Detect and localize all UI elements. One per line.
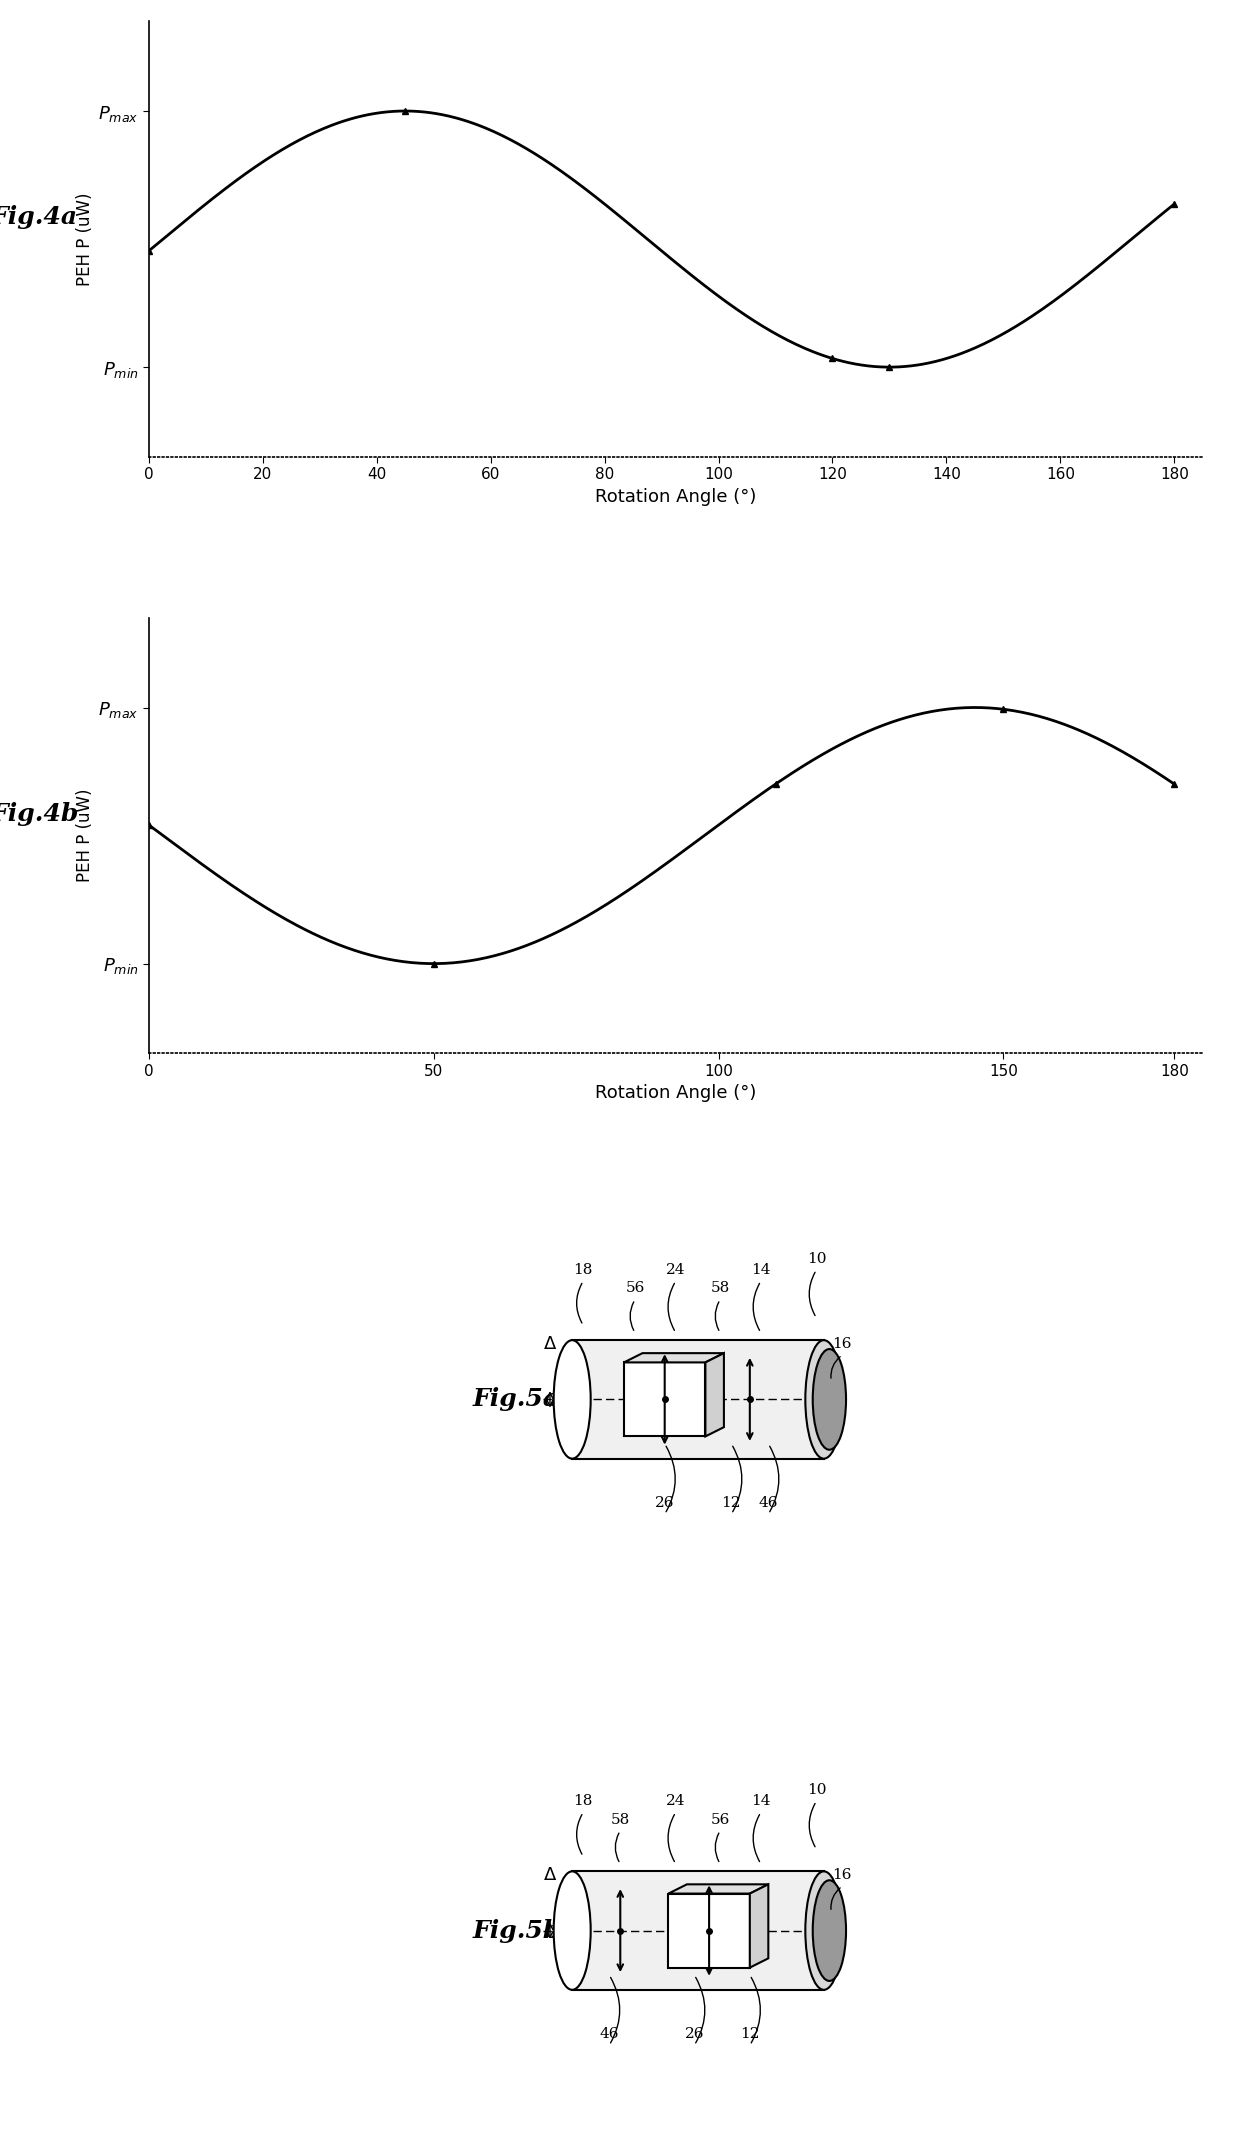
Text: 12: 12 [740, 2028, 760, 2041]
Text: 56: 56 [711, 1812, 730, 1827]
Ellipse shape [805, 1872, 842, 1990]
Text: 14: 14 [751, 1263, 771, 1278]
Bar [668, 1893, 750, 1968]
X-axis label: Rotation Angle (°): Rotation Angle (°) [595, 487, 756, 506]
Ellipse shape [805, 1340, 842, 1460]
Ellipse shape [554, 1340, 590, 1460]
Text: 14: 14 [751, 1795, 771, 1808]
Text: 12: 12 [722, 1496, 742, 1511]
Text: 46: 46 [599, 2028, 619, 2041]
Text: Fig.4b: Fig.4b [0, 801, 79, 825]
Text: 56: 56 [625, 1282, 645, 1295]
Text: 10: 10 [807, 1252, 826, 1265]
Text: Fig.5b: Fig.5b [472, 1919, 560, 1943]
Text: 24: 24 [666, 1263, 686, 1278]
Text: 58: 58 [610, 1812, 630, 1827]
Text: Fig.4a: Fig.4a [0, 205, 78, 229]
Text: $\Delta$: $\Delta$ [543, 1336, 557, 1353]
Polygon shape [706, 1353, 724, 1436]
Bar [572, 1340, 823, 1460]
Text: 46: 46 [759, 1496, 777, 1511]
Text: 58: 58 [711, 1282, 730, 1295]
Y-axis label: PEH P (uW): PEH P (uW) [76, 192, 94, 286]
Text: 18: 18 [574, 1795, 593, 1808]
Text: 16: 16 [832, 1868, 852, 1883]
Polygon shape [750, 1885, 769, 1968]
X-axis label: Rotation Angle (°): Rotation Angle (°) [595, 1083, 756, 1103]
Y-axis label: PEH P (uW): PEH P (uW) [76, 789, 94, 883]
Text: 26: 26 [684, 2028, 704, 2041]
Bar [624, 1363, 706, 1436]
Ellipse shape [812, 1348, 846, 1449]
Text: Fig.5a: Fig.5a [472, 1387, 559, 1410]
Ellipse shape [554, 1872, 590, 1990]
Text: 24: 24 [666, 1795, 686, 1808]
Text: 10: 10 [807, 1782, 826, 1797]
Ellipse shape [812, 1881, 846, 1981]
Polygon shape [668, 1885, 769, 1893]
Polygon shape [624, 1353, 724, 1363]
Text: 18: 18 [574, 1263, 593, 1278]
Text: $\Delta$: $\Delta$ [543, 1866, 557, 1885]
Text: 26: 26 [655, 1496, 675, 1511]
Text: 16: 16 [832, 1338, 852, 1351]
Bar [572, 1872, 823, 1990]
